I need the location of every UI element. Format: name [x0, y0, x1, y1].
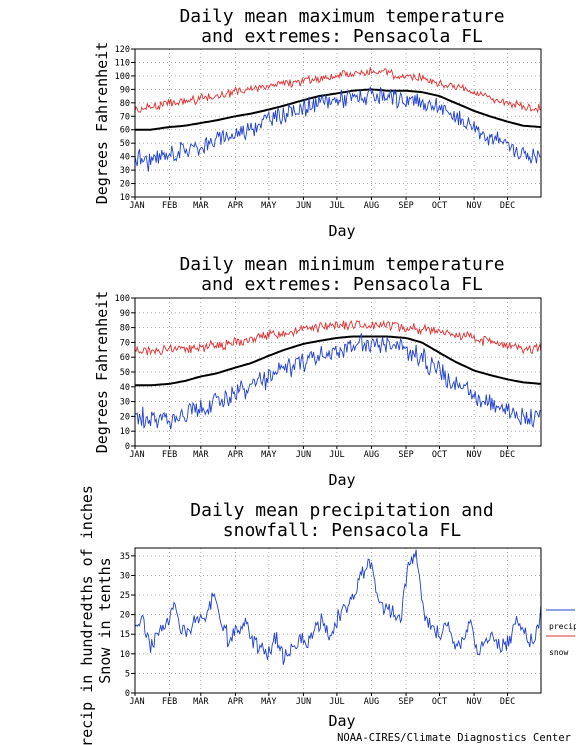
chart-title-line: Daily mean minimum temperature	[179, 254, 504, 275]
x-tick-label: JAN	[129, 450, 144, 460]
y-tick-label: 90	[120, 85, 130, 95]
series-line-max_extreme	[134, 67, 541, 114]
x-tick-label: JUN	[296, 450, 311, 460]
y-tick-label: 35	[120, 552, 130, 562]
y-tick-label: 30	[120, 571, 130, 581]
x-tick-label: OCT	[432, 450, 447, 460]
x-tick-label: AUG	[364, 450, 379, 460]
y-tick-label: 40	[120, 383, 130, 393]
x-tick-label: NOV	[466, 697, 481, 707]
chart-title-line: Daily mean maximum temperature	[179, 6, 504, 27]
y-tick-label: 90	[120, 309, 130, 319]
chart-title-line: snowfall: Pensacola FL	[223, 520, 462, 541]
x-tick-label: JAN	[129, 201, 144, 211]
legend-label-snow: snow	[549, 648, 568, 657]
y-tick-label: 40	[120, 153, 130, 163]
x-tick-label: NOV	[466, 450, 481, 460]
y-tick-label: 0	[125, 442, 130, 452]
y-tick-label: 100	[115, 294, 130, 304]
series-line-min_extreme	[134, 333, 542, 430]
x-tick-label: SEP	[398, 697, 413, 707]
x-tick-label: OCT	[432, 201, 447, 211]
series-line-mean	[135, 88, 542, 131]
x-tick-label: FEB	[162, 450, 177, 460]
chart-title-line: and extremes: Pensacola FL	[201, 26, 483, 47]
plot-frame	[134, 48, 542, 198]
plot-frame	[134, 547, 542, 694]
y-axis-label: Degrees Fahrenheit	[93, 291, 111, 454]
credit-text: NOAA-CIRES/Climate Diagnostics Center	[337, 732, 571, 744]
x-tick-label: APR	[228, 201, 244, 211]
x-tick-label: APR	[228, 450, 244, 460]
chart-title-line: Daily mean precipitation and	[190, 500, 493, 521]
y-tick-label: 20	[120, 611, 130, 621]
y-tick-label: 100	[115, 72, 130, 82]
x-tick-label: JUL	[329, 697, 344, 707]
grid-lines	[135, 49, 541, 197]
x-axis-label: Day	[328, 471, 355, 489]
x-tick-label: OCT	[432, 697, 447, 707]
y-tick-label: 10	[120, 193, 130, 203]
x-tick-label: AUG	[364, 201, 379, 211]
series-line-min_extreme	[134, 85, 542, 172]
y-tick-label: 110	[115, 58, 130, 68]
y-axis-label-line: Precip in hundredths of inches	[78, 485, 96, 745]
y-tick-label: 30	[120, 166, 130, 176]
y-tick-label: 70	[120, 112, 130, 122]
x-tick-label: MAY	[261, 201, 276, 211]
x-tick-label: NOV	[466, 201, 481, 211]
x-tick-label: APR	[228, 697, 244, 707]
x-axis-label: Day	[328, 712, 355, 730]
x-tick-label: DEC	[500, 450, 515, 460]
y-axis-label-line: Snow in tenths	[96, 557, 114, 683]
x-tick-label: MAR	[193, 697, 209, 707]
y-tick-label: 60	[120, 126, 130, 136]
y-tick-label: 120	[115, 45, 130, 55]
legend-label-precip: precip	[549, 622, 576, 631]
x-tick-label: DEC	[500, 697, 515, 707]
x-axis-label: Day	[328, 222, 355, 240]
x-tick-label: SEP	[398, 201, 413, 211]
x-tick-label: MAR	[193, 450, 209, 460]
x-tick-label: MAY	[261, 697, 276, 707]
y-tick-label: 0	[125, 689, 130, 699]
series-line-precip	[134, 549, 542, 665]
chart-title-line: and extremes: Pensacola FL	[201, 274, 483, 295]
x-tick-label: JUL	[329, 201, 344, 211]
y-tick-label: 70	[120, 338, 130, 348]
x-tick-label: MAR	[193, 201, 209, 211]
x-tick-label: JUN	[296, 201, 311, 211]
y-tick-label: 5	[125, 669, 130, 679]
y-tick-label: 50	[120, 368, 130, 378]
x-tick-label: MAY	[261, 450, 276, 460]
y-tick-label: 10	[120, 427, 130, 437]
plot-frame	[134, 297, 542, 447]
y-axis-label: Degrees Fahrenheit	[93, 42, 111, 205]
y-tick-label: 10	[120, 650, 130, 660]
series-line-mean	[135, 335, 542, 387]
x-tick-label: JUN	[296, 697, 311, 707]
x-tick-label: FEB	[162, 201, 177, 211]
y-tick-label: 20	[120, 180, 130, 190]
x-tick-label: FEB	[162, 697, 177, 707]
y-tick-label: 60	[120, 353, 130, 363]
x-tick-label: DEC	[500, 201, 515, 211]
y-tick-label: 15	[120, 630, 130, 640]
y-tick-label: 25	[120, 591, 130, 601]
x-tick-label: AUG	[364, 697, 379, 707]
series-line-max_extreme	[134, 319, 542, 356]
y-tick-label: 50	[120, 139, 130, 149]
x-tick-label: JUL	[329, 450, 344, 460]
y-tick-label: 80	[120, 324, 130, 334]
x-tick-label: SEP	[398, 450, 413, 460]
x-tick-label: JAN	[129, 697, 144, 707]
y-tick-label: 80	[120, 99, 130, 109]
y-tick-label: 30	[120, 398, 130, 408]
y-tick-label: 20	[120, 412, 130, 422]
